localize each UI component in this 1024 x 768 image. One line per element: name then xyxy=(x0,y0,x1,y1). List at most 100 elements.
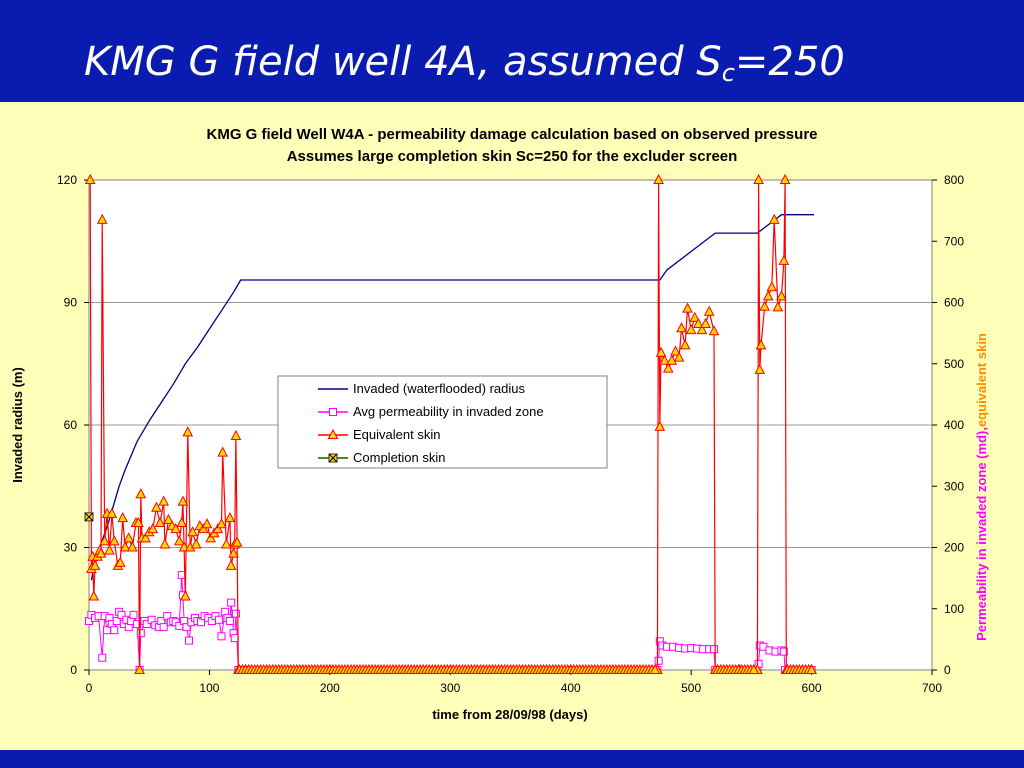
legend-label: Invaded (waterflooded) radius xyxy=(353,381,525,396)
data-point xyxy=(110,626,119,635)
data-point xyxy=(225,559,237,570)
data-point xyxy=(755,339,767,350)
data-point xyxy=(759,300,770,311)
data-point xyxy=(104,544,115,555)
data-point xyxy=(655,346,667,357)
data-point xyxy=(217,446,229,457)
data-point xyxy=(159,623,168,632)
y-right-tick-label: 700 xyxy=(944,234,964,248)
data-point xyxy=(659,354,670,365)
series-3 xyxy=(84,173,817,674)
data-point xyxy=(123,532,135,543)
data-point xyxy=(217,632,226,641)
data-point xyxy=(778,254,790,265)
legend-label: Avg permeability in invaded zone xyxy=(353,404,544,419)
y-right-tick-label: 100 xyxy=(944,602,964,616)
data-point xyxy=(806,663,817,674)
data-point xyxy=(708,325,720,336)
data-point xyxy=(98,653,107,662)
legend-swatch-marker xyxy=(328,453,338,463)
data-point xyxy=(184,636,193,645)
data-point xyxy=(710,645,719,654)
data-point xyxy=(696,323,708,335)
data-point xyxy=(147,523,159,534)
y-axis-right-label-part1: Permeability in invaded zone (md), xyxy=(974,427,989,641)
data-point xyxy=(654,656,663,665)
x-axis: 0 100 200 300 400 500 600 700 xyxy=(86,670,942,695)
legend-label: Completion skin xyxy=(353,450,446,465)
data-point xyxy=(654,420,666,431)
data-point xyxy=(662,362,674,373)
x-tick-label: 300 xyxy=(440,681,460,695)
marker-cross xyxy=(328,453,338,463)
legend-item: Avg permeability in invaded zone xyxy=(318,404,544,419)
data-point xyxy=(158,495,169,506)
data-point xyxy=(228,547,239,558)
data-point xyxy=(231,536,243,547)
legend-swatch-marker xyxy=(327,428,339,439)
data-point xyxy=(766,281,778,292)
data-point xyxy=(182,623,191,632)
data-point xyxy=(679,339,691,350)
legend-box xyxy=(277,375,608,469)
chart-subtitle: Assumes large completion skin Sc=250 for… xyxy=(287,148,738,165)
data-point xyxy=(84,512,94,522)
legend-label: Equivalent skin xyxy=(353,427,440,442)
y-axis-left-label: Invaded radius (m) xyxy=(10,367,25,483)
data-point xyxy=(119,541,131,552)
slide-title-tail: =250 xyxy=(734,39,845,85)
y-right-tick-label: 200 xyxy=(944,541,964,555)
data-point xyxy=(154,516,166,527)
data-point xyxy=(177,495,189,506)
data-point xyxy=(768,213,780,224)
data-point xyxy=(703,305,715,316)
data-point xyxy=(215,615,224,624)
legend-item: Completion skin xyxy=(318,450,446,465)
data-point xyxy=(762,290,774,301)
y-right-tick-label: 800 xyxy=(944,173,964,187)
data-point xyxy=(776,290,787,301)
data-point xyxy=(173,535,185,546)
y-left-tick-label: 120 xyxy=(57,173,77,187)
data-point xyxy=(682,302,693,313)
series-line xyxy=(90,214,814,581)
legend-items: Invaded (waterflooded) radius Avg permeab… xyxy=(318,381,544,465)
series-1 xyxy=(90,214,814,581)
data-point xyxy=(227,598,236,607)
data-point xyxy=(673,351,685,362)
bottom-bar xyxy=(0,750,1024,768)
data-point xyxy=(689,311,701,322)
y-right-tick-label: 400 xyxy=(944,418,964,432)
y-axis-left: 0 30 60 90 120 xyxy=(57,173,89,677)
marker-cross xyxy=(84,512,94,522)
data-point xyxy=(666,354,678,365)
data-point xyxy=(129,610,138,619)
y-left-tick-label: 30 xyxy=(64,541,78,555)
x-tick-label: 200 xyxy=(320,681,340,695)
data-point xyxy=(779,173,791,184)
chart: KMG G field Well W4A - permeability dama… xyxy=(10,126,989,722)
y-axis-right-label-part2: equivalent skin xyxy=(974,333,989,427)
data-point xyxy=(753,173,764,184)
data-point xyxy=(117,512,129,523)
y-axis-right-label: Permeability in invaded zone (md),equiva… xyxy=(974,333,989,641)
data-point xyxy=(133,516,144,527)
slide-title-subscript: c xyxy=(721,59,735,87)
legend-item: Equivalent skin xyxy=(318,427,440,442)
series-layer xyxy=(84,173,817,674)
data-point xyxy=(182,426,194,437)
data-point xyxy=(135,488,147,499)
data-point xyxy=(127,541,138,552)
data-point xyxy=(198,523,209,534)
data-point xyxy=(180,590,191,601)
x-tick-label: 500 xyxy=(681,681,701,695)
data-point xyxy=(95,547,107,558)
legend: Invaded (waterflooded) radius Avg permeab… xyxy=(277,375,608,469)
data-point xyxy=(201,518,213,529)
data-point xyxy=(212,523,224,534)
data-point xyxy=(88,590,100,601)
data-point xyxy=(151,501,162,512)
data-point xyxy=(170,523,182,534)
data-point xyxy=(163,513,174,524)
data-point xyxy=(84,173,96,184)
